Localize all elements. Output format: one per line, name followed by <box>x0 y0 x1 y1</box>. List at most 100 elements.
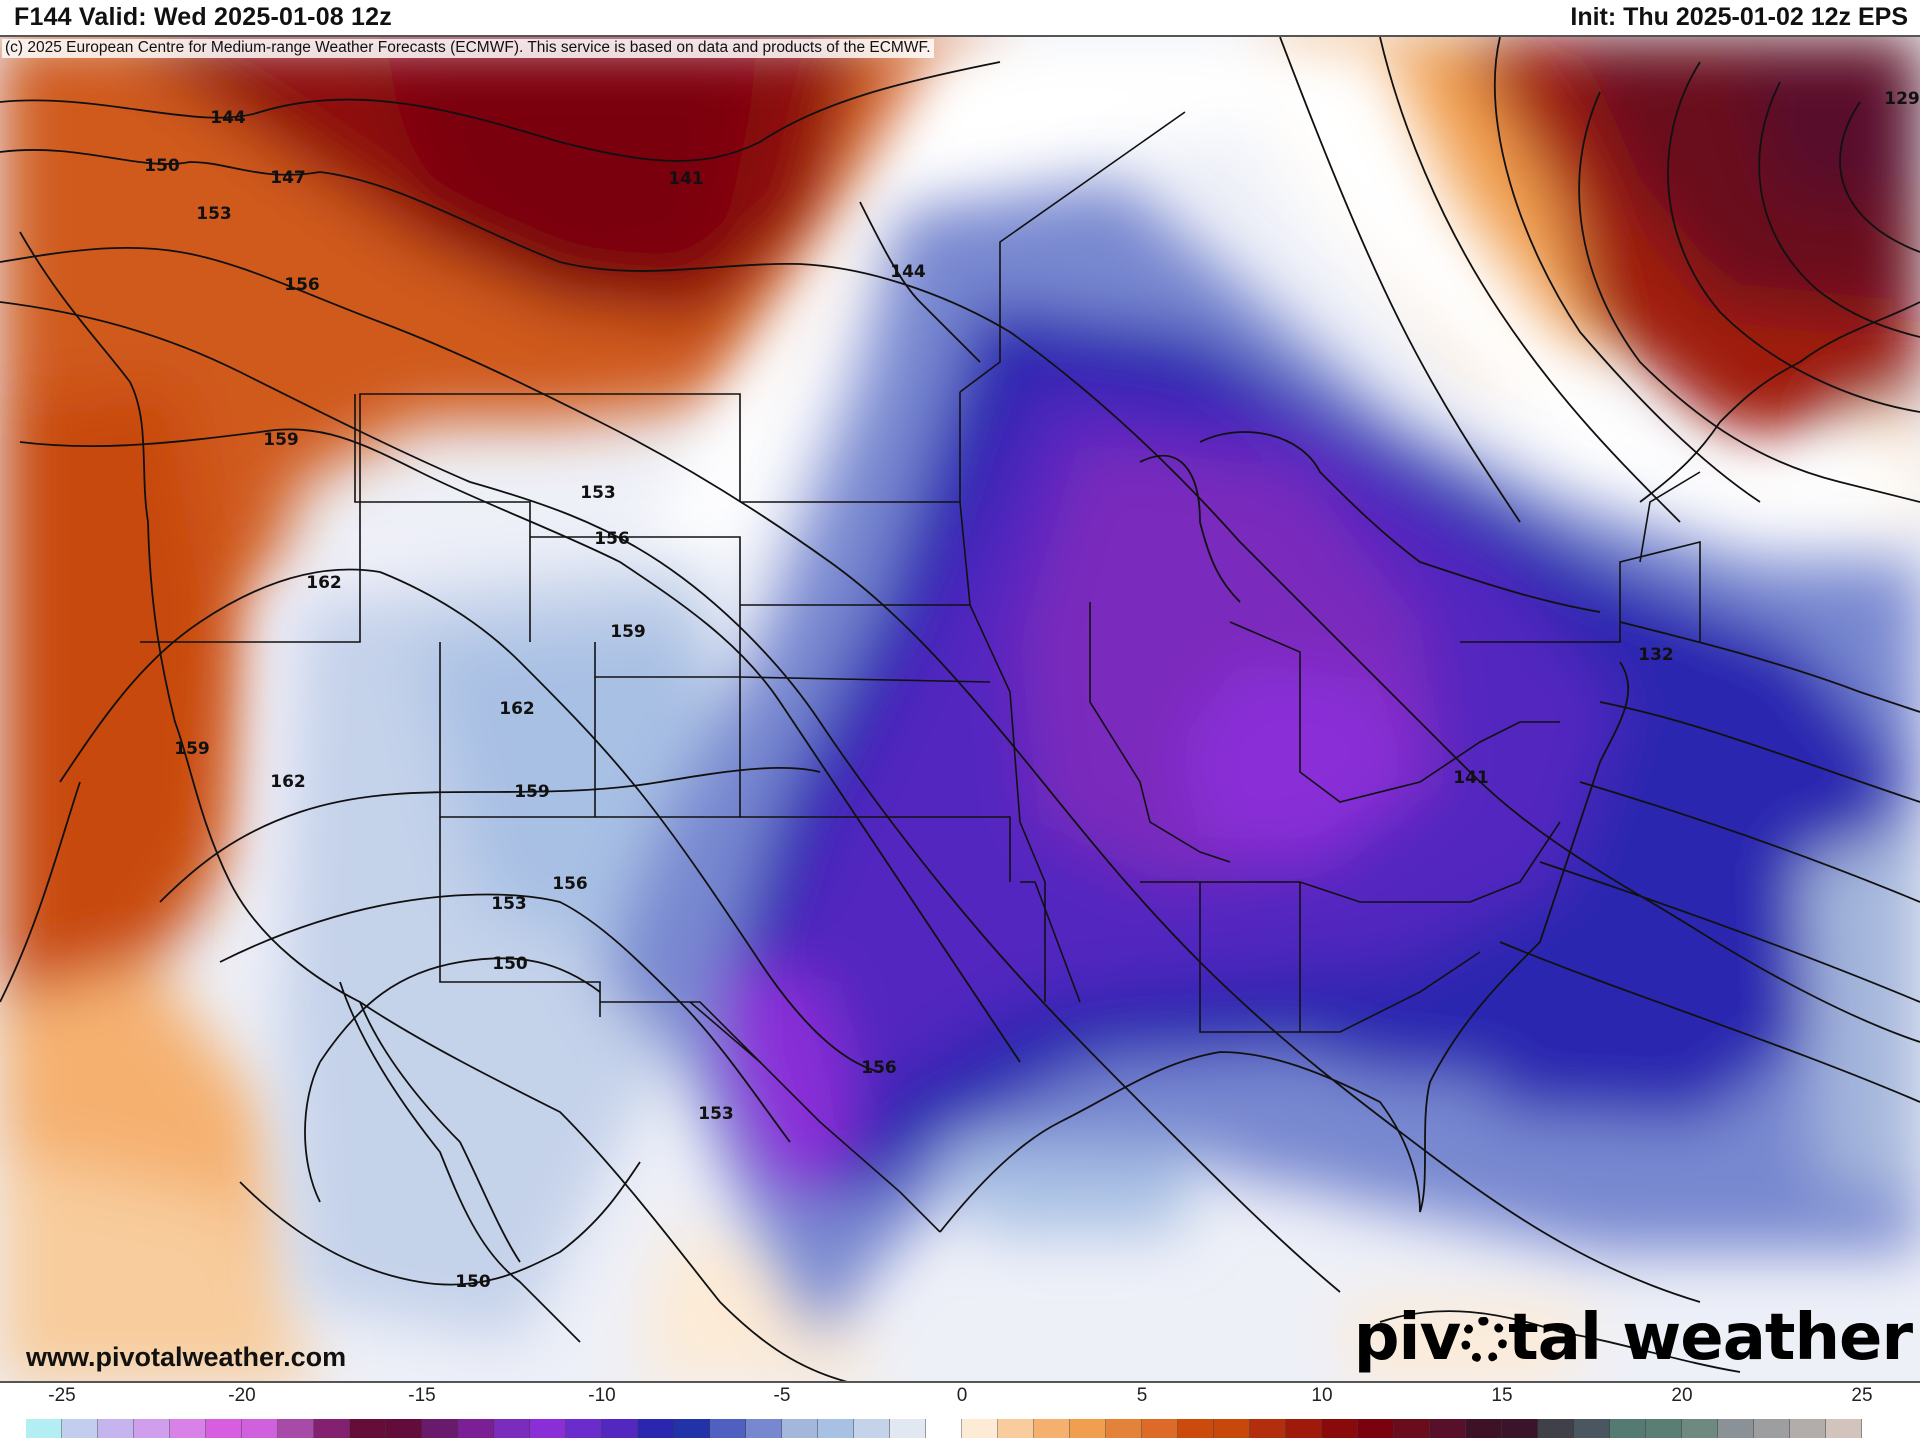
colorbar-cell <box>206 1419 242 1438</box>
contour-label: 153 <box>196 204 232 224</box>
colorbar-cell <box>422 1419 458 1438</box>
colorbar-cell <box>1610 1419 1646 1438</box>
logo-text-part2: tal weather <box>1508 1301 1913 1375</box>
colorbar-cell <box>1574 1419 1610 1438</box>
contour-label: 156 <box>594 529 630 549</box>
colorbar-tick-label: -5 <box>773 1385 791 1406</box>
contour-labels: 144 150 147 141 153 156 144 129 159 153 156 162 159 1… <box>144 89 1920 1292</box>
contour-label: 147 <box>270 168 306 188</box>
colorbar-cell <box>1430 1419 1466 1438</box>
header-bar: F144 Valid: Wed 2025-01-08 12z Init: Thu… <box>0 0 1920 35</box>
colorbar-cell <box>962 1419 998 1438</box>
colorbar-cell <box>602 1419 638 1438</box>
contour-label: 159 <box>610 622 646 642</box>
contour-label: 159 <box>263 430 299 450</box>
colorbar-tick-label: 15 <box>1491 1385 1513 1406</box>
colorbar-cell <box>890 1419 926 1438</box>
contour-label: 144 <box>890 262 926 282</box>
contour-label: 132 <box>1638 645 1674 665</box>
warm-anomaly-regions <box>0 37 1920 1381</box>
colorbar-cell <box>782 1419 818 1438</box>
colorbar-tick-label: 0 <box>956 1385 968 1406</box>
contour-label: 162 <box>270 772 306 792</box>
coastlines <box>19 201 1920 1381</box>
contour-label: 150 <box>455 1272 491 1292</box>
colorbar-cell <box>26 1419 62 1438</box>
contour-label: 141 <box>668 169 704 189</box>
colorbar-cell <box>1826 1419 1862 1438</box>
gear-icon <box>1461 1317 1508 1363</box>
contour-label: 156 <box>552 874 588 894</box>
colorbar-cell <box>98 1419 134 1438</box>
contour-label: 156 <box>861 1058 897 1078</box>
colorbar-cell <box>494 1419 530 1438</box>
height-contours <box>0 37 1920 1303</box>
colorbar-cell <box>530 1419 566 1438</box>
contour-label: 153 <box>491 894 527 914</box>
colorbar-cell <box>170 1419 206 1438</box>
colorbar-cell <box>674 1419 710 1438</box>
colorbar-cell <box>134 1419 170 1438</box>
colorbar-cell <box>1682 1419 1718 1438</box>
colorbar-cell <box>1790 1419 1826 1438</box>
pivotal-weather-logo: piv tal weather <box>1353 1301 1913 1375</box>
contour-label: 159 <box>174 739 210 759</box>
contour-label: 150 <box>492 954 528 974</box>
contour-label: 156 <box>284 275 320 295</box>
colorbar-cell <box>350 1419 386 1438</box>
contour-label: 153 <box>698 1104 734 1124</box>
colorbar-cell <box>1466 1419 1502 1438</box>
colorbar-cell <box>1106 1419 1142 1438</box>
colorbar-tick-label: 20 <box>1671 1385 1693 1406</box>
colorbar-tick-label: -25 <box>48 1385 76 1406</box>
colorbar-cell <box>1034 1419 1070 1438</box>
contour-label: 141 <box>1453 768 1489 788</box>
colorbar-cell <box>998 1419 1034 1438</box>
colorbar-cell <box>1250 1419 1286 1438</box>
colorbar-cell <box>638 1419 674 1438</box>
contour-label: 144 <box>210 108 246 128</box>
colorbar-cell <box>1178 1419 1214 1438</box>
colorbar-cells <box>26 1419 1862 1438</box>
colorbar-cell <box>314 1419 350 1438</box>
colorbar-cell <box>386 1419 422 1438</box>
colorbar-cell <box>242 1419 278 1438</box>
colorbar-cell <box>566 1419 602 1438</box>
colorbar-cell <box>1502 1419 1538 1438</box>
colorbar-cell <box>62 1419 98 1438</box>
colorbar-cell <box>1358 1419 1394 1438</box>
colorbar-cell <box>710 1419 746 1438</box>
colorbar-tick-label: 10 <box>1311 1385 1333 1406</box>
logo-text-part1: piv <box>1353 1301 1461 1375</box>
colorbar-cell <box>818 1419 854 1438</box>
contour-label: 129 <box>1884 89 1920 109</box>
colorbar-cell <box>1538 1419 1574 1438</box>
cold-anomaly-regions <box>280 182 1920 1342</box>
contour-label: 159 <box>514 782 550 802</box>
colorbar-cell <box>1718 1419 1754 1438</box>
colorbar-labels: -25 -20 -15 -10 -5 0 5 10 15 20 25 <box>0 1385 1920 1407</box>
contour-label: 162 <box>306 573 342 593</box>
colorbar-cell <box>854 1419 890 1438</box>
colorbar-cell <box>1322 1419 1358 1438</box>
colorbar-tick-label: -10 <box>588 1385 616 1406</box>
colorbar-tick-label: 25 <box>1851 1385 1873 1406</box>
colorbar-cell <box>1286 1419 1322 1438</box>
colorbar: -25 -20 -15 -10 -5 0 5 10 15 20 25 <box>0 1383 1920 1440</box>
state-country-borders <box>140 111 1701 1233</box>
colorbar-tick-label: -20 <box>228 1385 256 1406</box>
contour-label: 153 <box>580 483 616 503</box>
colorbar-cell <box>1754 1419 1790 1438</box>
valid-time-title: F144 Valid: Wed 2025-01-08 12z <box>14 3 392 31</box>
contour-label: 162 <box>499 699 535 719</box>
contour-label: 150 <box>144 156 180 176</box>
colorbar-cell <box>1214 1419 1250 1438</box>
website-url[interactable]: www.pivotalweather.com <box>26 1342 347 1372</box>
colorbar-cell <box>278 1419 314 1438</box>
colorbar-cell <box>746 1419 782 1438</box>
copyright-notice: (c) 2025 European Centre for Medium-rang… <box>2 39 934 58</box>
colorbar-tick-label: -15 <box>408 1385 436 1406</box>
colorbar-cell <box>1070 1419 1106 1438</box>
colorbar-cell <box>1142 1419 1178 1438</box>
colorbar-tick-label: 5 <box>1136 1385 1148 1406</box>
